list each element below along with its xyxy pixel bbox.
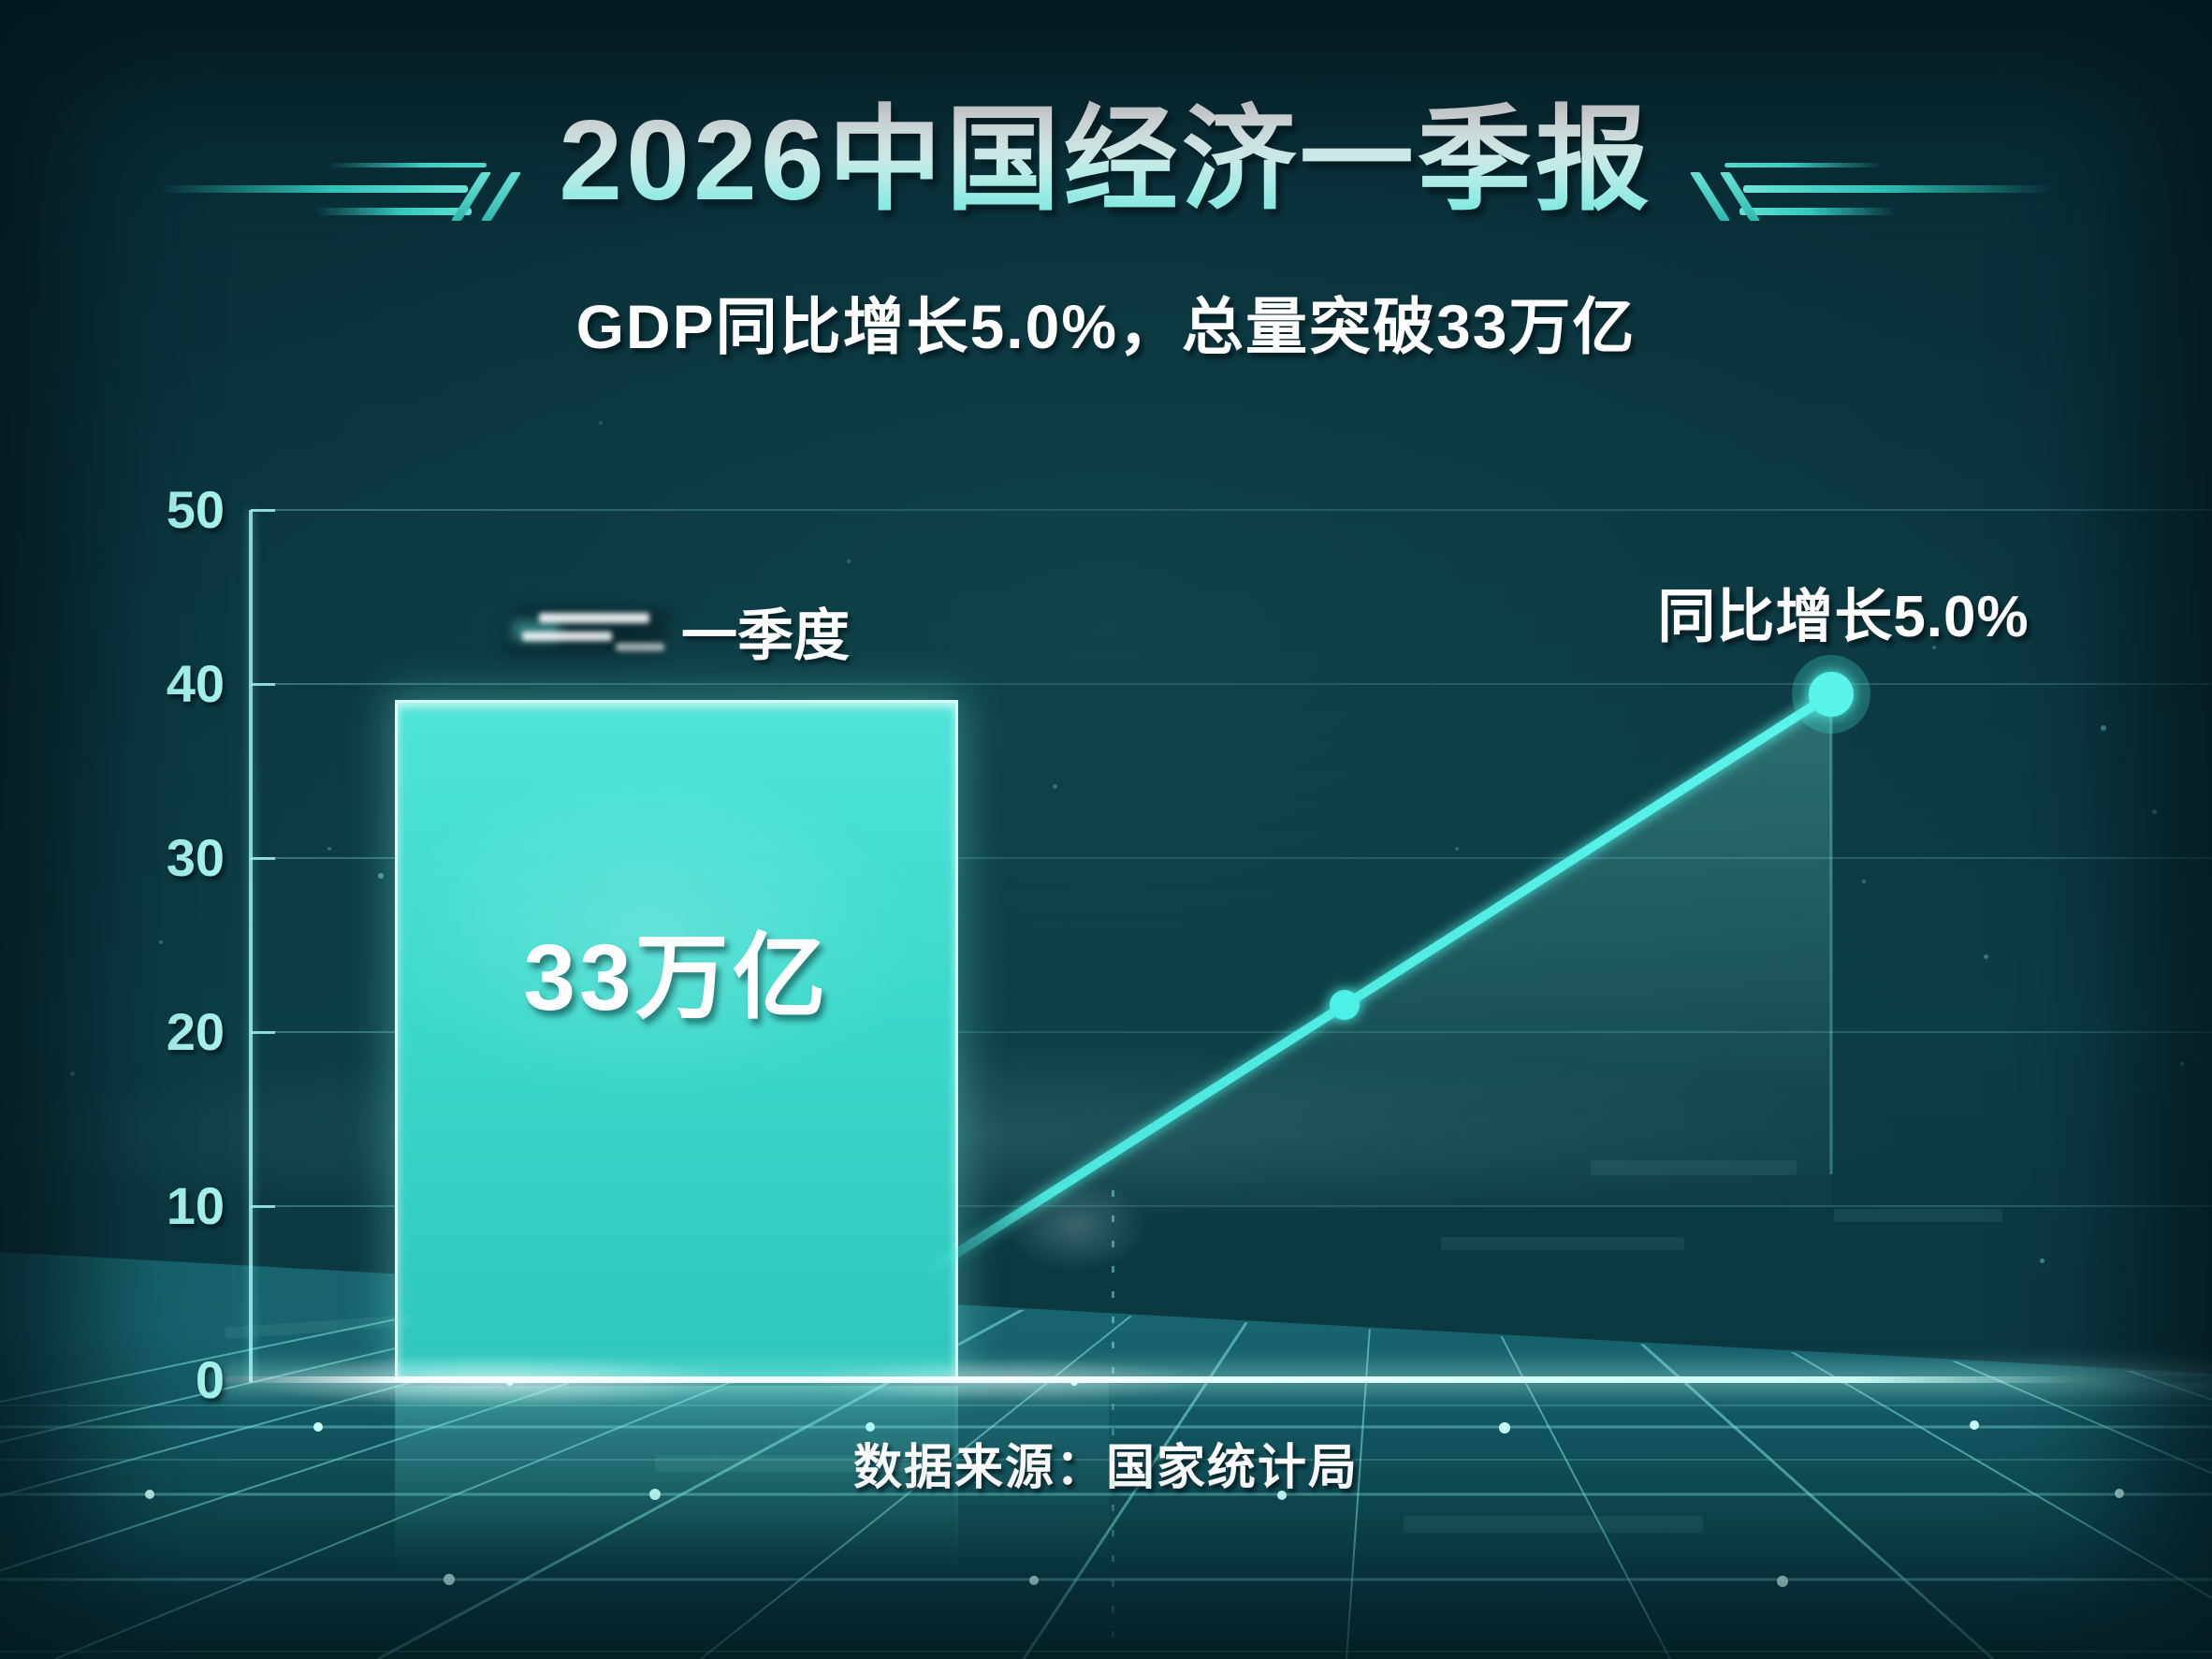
- tick-40: [251, 683, 275, 686]
- y-axis-line: [249, 510, 253, 1382]
- circuit-texture: [1834, 1209, 2002, 1222]
- tick-30: [251, 857, 275, 860]
- circuit-texture: [655, 1455, 936, 1472]
- data-source-label: 数据来源：国家统计局: [852, 1441, 1359, 1495]
- growth-line: [922, 690, 1836, 1277]
- bar-category-label: 一季度: [395, 588, 958, 674]
- line-mid-point: [1330, 990, 1360, 1020]
- tick-10: [251, 1205, 275, 1208]
- circuit-texture: [1441, 1237, 1684, 1250]
- gridline-20: [251, 1031, 2212, 1033]
- title-speedlines-right: [1684, 157, 2054, 225]
- gridline-40: [251, 683, 2212, 685]
- gridline-50: [251, 509, 2212, 511]
- y-tick-label-40: 40: [166, 654, 225, 713]
- y-tick-label-10: 10: [166, 1176, 225, 1235]
- growth-annotation: 同比增长5.0%: [1657, 585, 2030, 649]
- y-tick-label-50: 50: [166, 480, 225, 539]
- tick-50: [251, 509, 275, 512]
- circuit-texture: [1591, 1160, 1797, 1175]
- y-tick-label-20: 20: [166, 1002, 225, 1061]
- bar-floor-reflection: [395, 1386, 958, 1610]
- line-area-floor-reflection: [954, 1383, 1109, 1584]
- circuit-texture: [1404, 1516, 1703, 1533]
- page-subtitle: GDP同比增长5.0%，总量突破33万亿: [575, 292, 1637, 361]
- garbled-text-smudge: [503, 602, 672, 660]
- bar-category-label-text: 一季度: [681, 604, 850, 667]
- dotted-vertical-line: [1112, 1404, 1114, 1637]
- dotted-vertical-line: [1112, 1190, 1114, 1375]
- y-tick-label-30: 30: [166, 828, 225, 887]
- line-end-point: [1809, 672, 1854, 717]
- bar-value-label: 33万亿: [523, 925, 830, 1030]
- title-speedlines-left: [157, 157, 527, 225]
- x-axis-baseline: [225, 1376, 2212, 1383]
- gdp-bar: 33万亿: [395, 700, 958, 1382]
- page-title: 2026中国经济一季报: [0, 67, 2212, 233]
- gridline-30: [251, 857, 2212, 859]
- tick-20: [251, 1031, 275, 1034]
